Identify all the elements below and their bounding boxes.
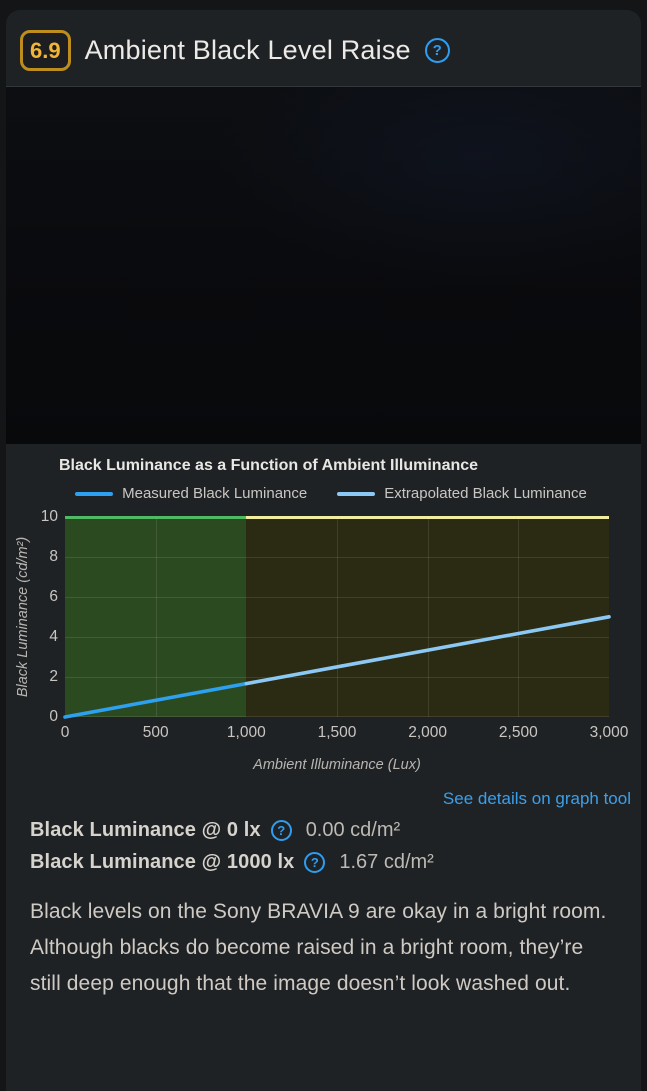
y-tick: 0 [49, 708, 58, 725]
gridline [65, 716, 609, 717]
measurement-value: 1.67 cd/m² [339, 851, 434, 873]
measurement-value: 0.00 cd/m² [305, 819, 401, 841]
x-tick: 1,500 [317, 724, 357, 741]
y-tick: 4 [49, 628, 58, 645]
x-tick: 3,000 [589, 724, 629, 741]
score-badge: 6.9 [20, 30, 71, 71]
gridline [65, 637, 609, 638]
review-text: Black levels on the Sony BRAVIA 9 are ok… [30, 900, 607, 995]
x-axis-label: Ambient Illuminance (Lux) [253, 757, 421, 773]
chart-title: Black Luminance as a Function of Ambient… [59, 457, 479, 474]
header-divider [6, 86, 641, 87]
extrapolated-top-border [246, 516, 609, 519]
plot-row: Black Luminance (cd/m²) 10 8 6 4 2 0 [6, 508, 641, 725]
x-tick: 0 [60, 724, 70, 741]
extrapolated-line-swatch-icon [337, 491, 376, 496]
measurement-row: Black Luminance @ 1000 lx ? 1.67 cd/m² [30, 851, 641, 874]
chart-section: Black Luminance as a Function of Ambient… [6, 457, 641, 773]
extrapolated-line [244, 615, 611, 686]
luminance-line-plot [63, 615, 611, 719]
question-mark-glyph: ? [277, 823, 286, 838]
y-tick: 2 [49, 668, 58, 685]
y-tick: 8 [49, 548, 58, 565]
measurement-label: Black Luminance @ 1000 lx [30, 851, 295, 873]
measured-line-swatch-icon [75, 491, 114, 496]
gridline [337, 517, 338, 717]
legend-item-measured: Measured Black Luminance [75, 485, 307, 502]
y-tick: 6 [49, 588, 58, 605]
measured-line [63, 681, 249, 719]
x-tick: 1,000 [226, 724, 266, 741]
gridline [65, 677, 609, 678]
x-tick: 2,500 [498, 724, 538, 741]
x-tick: 2,000 [408, 724, 448, 741]
question-mark-glyph: ? [432, 42, 442, 59]
graph-tool-link[interactable]: See details on graph tool [442, 789, 631, 808]
measurement-row: Black Luminance @ 0 lx ? 0.00 cd/m² [30, 819, 641, 842]
x-axis-ticks: 0 500 1,000 1,500 2,000 2,500 3,000 [61, 724, 629, 746]
y-tick: 10 [40, 508, 58, 525]
extrapolated-region [246, 517, 609, 717]
gridline [65, 597, 609, 598]
plot-area[interactable] [63, 516, 611, 719]
help-icon[interactable]: ? [304, 852, 326, 873]
measured-top-border [65, 516, 247, 519]
test-section-card: 6.9 Ambient Black Level Raise ? Black Lu… [6, 10, 641, 1091]
help-icon[interactable]: ? [424, 38, 450, 63]
section-header: 6.9 Ambient Black Level Raise ? [6, 10, 641, 86]
help-icon[interactable]: ? [270, 820, 292, 841]
measurement-label: Black Luminance @ 0 lx [30, 819, 261, 841]
measured-region [65, 517, 247, 717]
gridline [427, 517, 429, 717]
question-mark-glyph: ? [310, 855, 319, 870]
gridline [518, 517, 520, 717]
y-axis-ticks: 10 8 6 4 2 0 [6, 508, 58, 725]
black-level-photo[interactable] [6, 87, 641, 444]
x-tick: 500 [142, 724, 169, 741]
legend-label: Measured Black Luminance [122, 485, 308, 502]
chart-legend: Measured Black Luminance Extrapolated Bl… [59, 485, 603, 502]
legend-item-extrapolated: Extrapolated Black Luminance [337, 485, 587, 502]
graph-tool-link-row: See details on graph tool [6, 789, 641, 809]
measurements: Black Luminance @ 0 lx ? 0.00 cd/m² Blac… [30, 819, 641, 874]
gridline [155, 517, 157, 717]
gridline [65, 557, 609, 558]
section-title: Ambient Black Level Raise [84, 35, 411, 65]
legend-label: Extrapolated Black Luminance [384, 485, 587, 502]
